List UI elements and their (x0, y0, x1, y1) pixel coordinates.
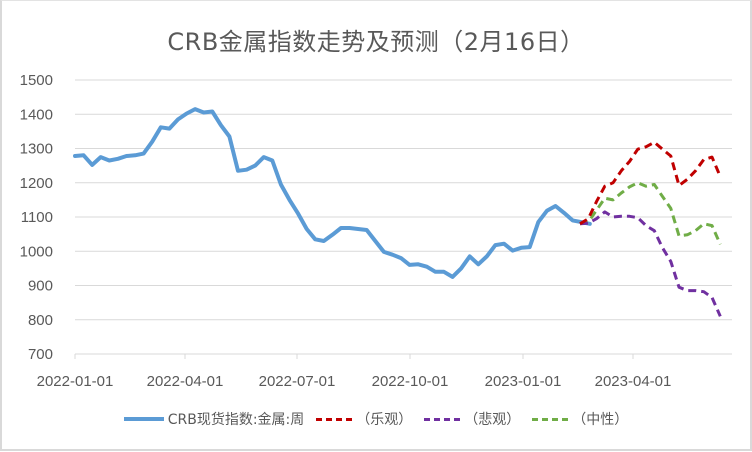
dashed-line-swatch-icon (532, 417, 569, 421)
gridlines (75, 79, 732, 321)
y-tick-label: 900 (28, 278, 53, 295)
legend: CRB现货指数:金属:周 （乐观） （悲观） （中性） (0, 409, 752, 429)
series-line (579, 210, 722, 317)
series-line (73, 107, 592, 279)
y-tick-label: 1400 (20, 106, 53, 123)
series-line (579, 140, 722, 226)
solid-line-swatch-icon (123, 417, 164, 421)
x-tick-label: 2022-04-01 (147, 373, 224, 390)
x-axis: 2022-01-01 2022-04-01 2022-07-01 2022-10-01… (37, 353, 732, 390)
x-tick-label: 2023-01-01 (485, 373, 562, 390)
dashed-line-swatch-icon (424, 417, 461, 421)
legend-label: CRB现货指数:金属:周 (167, 412, 305, 428)
legend-item-neutral: （中性） (532, 409, 628, 429)
legend-label: （悲观） (464, 412, 521, 428)
x-tick-label: 2022-07-01 (259, 373, 336, 390)
legend-label: （乐观） (356, 412, 413, 428)
x-tick-label: 2023-04-01 (595, 373, 672, 390)
y-tick-label: 1500 (20, 72, 53, 89)
y-tick-label: 1200 (20, 175, 53, 192)
dashed-line-swatch-icon (316, 417, 353, 421)
y-tick-label: 1000 (20, 243, 53, 260)
y-tick-label: 1100 (21, 209, 53, 226)
legend-item-pessimistic: （悲观） (424, 409, 520, 429)
y-tick-label: 800 (28, 312, 53, 329)
series-lines (73, 107, 722, 317)
y-tick-label: 1300 (20, 141, 53, 158)
x-tick-label: 2022-01-01 (37, 373, 114, 390)
y-tick-label: 700 (28, 346, 53, 363)
chart-title: CRB金属指数走势及预测（2月16日） (167, 28, 585, 56)
x-tick-label: 2022-10-01 (372, 373, 449, 390)
legend-item-actual: CRB现货指数:金属:周 (123, 409, 305, 429)
series-line (579, 181, 722, 246)
legend-item-optimistic: （乐观） (316, 409, 412, 429)
legend-label: （中性） (572, 412, 629, 428)
y-axis: 700 800 900 1000 1100 1200 1300 1400 1500 (20, 72, 53, 363)
